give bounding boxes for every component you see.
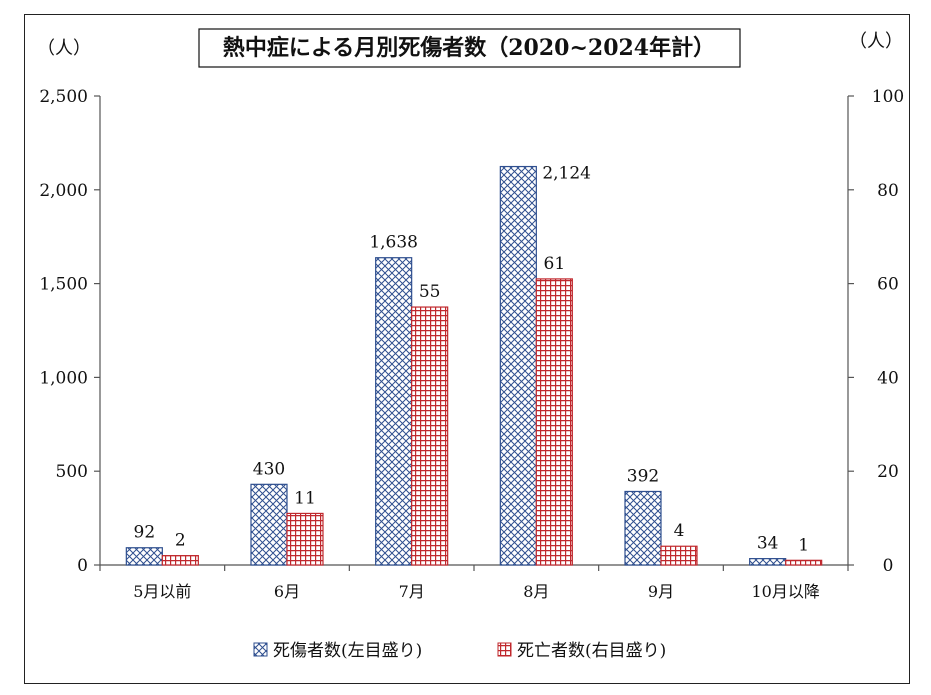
- category-label: 8月: [523, 582, 549, 601]
- category-label: 9月: [648, 582, 674, 601]
- bar-casualties: [624, 490, 662, 566]
- left-axis-unit: （人）: [37, 38, 91, 59]
- right-tick-label: 60: [877, 275, 899, 295]
- right-axis-ticks: 0 20 40 60 80 100: [848, 87, 904, 576]
- chart-title: 熱中症による月別死傷者数（2020~2024年計）: [223, 35, 715, 61]
- data-label-deaths: 55: [419, 282, 441, 302]
- chart-frame: [24, 14, 910, 684]
- data-label-casualties: 392: [627, 466, 659, 486]
- bar-deaths: [660, 545, 698, 566]
- legend-swatch-casualties: [253, 642, 268, 657]
- bar-deaths: [286, 512, 324, 566]
- bar-casualties: [499, 165, 537, 566]
- bar-casualties: [749, 558, 787, 566]
- data-label-casualties: 1,638: [369, 233, 418, 253]
- legend: 死傷者数(左目盛り) 死亡者数(右目盛り): [253, 641, 666, 661]
- bar-deaths: [535, 278, 573, 566]
- right-tick-label: 40: [877, 368, 899, 388]
- right-tick-label: 20: [877, 462, 899, 482]
- right-tick-label: 80: [877, 181, 899, 201]
- data-label-deaths: 1: [798, 535, 809, 555]
- data-label-deaths: 2: [175, 531, 186, 551]
- data-label-casualties: 92: [134, 523, 156, 543]
- right-axis-unit: （人）: [849, 31, 903, 52]
- data-label-casualties: 2,124: [542, 164, 591, 184]
- bar-series: [125, 165, 823, 566]
- left-tick-label: 1,000: [39, 368, 88, 388]
- category-axis: 5月以前 6月 7月 8月 9月 10月以降: [99, 565, 849, 601]
- bar-casualties: [375, 257, 413, 566]
- data-label-casualties: 430: [253, 459, 285, 479]
- bar-deaths: [161, 555, 199, 566]
- left-tick-label: 1,500: [39, 275, 88, 295]
- left-axis-ticks: 0 500 1,000 1,500 2,000 2,500: [39, 87, 100, 576]
- left-tick-label: 2,000: [39, 181, 88, 201]
- bar-deaths: [411, 306, 449, 566]
- data-labels: 92 430 1,638 2,124 392 34 2 11 55 61 4 1: [134, 164, 810, 556]
- data-label-deaths: 61: [544, 254, 566, 274]
- right-tick-label: 100: [872, 87, 904, 107]
- bar-casualties: [250, 483, 288, 566]
- legend-label-deaths: 死亡者数(右目盛り): [517, 641, 666, 661]
- category-label: 6月: [274, 582, 300, 601]
- legend-swatch-deaths: [497, 642, 512, 657]
- left-tick-label: 500: [56, 462, 88, 482]
- left-tick-label: 2,500: [39, 87, 88, 107]
- data-label-casualties: 34: [757, 534, 779, 554]
- category-label: 10月以降: [751, 582, 819, 601]
- left-tick-label: 0: [77, 556, 88, 576]
- legend-label-casualties: 死傷者数(左目盛り): [273, 641, 422, 661]
- right-tick-label: 0: [883, 556, 894, 576]
- chart-title-box: [198, 28, 741, 68]
- category-label: 7月: [399, 582, 425, 601]
- data-label-deaths: 11: [294, 488, 316, 508]
- bar-casualties: [125, 547, 163, 566]
- data-label-deaths: 4: [674, 521, 685, 541]
- bar-deaths: [785, 559, 823, 566]
- category-label: 5月以前: [133, 582, 191, 601]
